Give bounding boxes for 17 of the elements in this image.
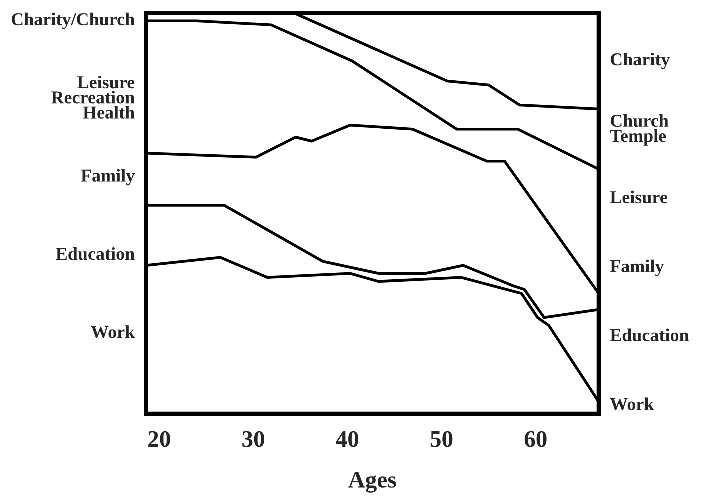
text: Family bbox=[81, 169, 135, 186]
text: Leisure bbox=[610, 190, 668, 204]
text: Church Temple bbox=[610, 114, 669, 146]
text: Charity bbox=[610, 52, 670, 70]
text: Education bbox=[56, 247, 135, 260]
text: Work bbox=[91, 326, 136, 338]
x-tick-label: 40 bbox=[336, 431, 359, 448]
text: Work bbox=[610, 398, 654, 411]
text: Charity/Church bbox=[12, 12, 135, 30]
x-tick-label: 20 bbox=[148, 431, 170, 448]
x-axis-title: Ages bbox=[348, 472, 396, 493]
text: Family bbox=[610, 260, 664, 276]
x-tick-label: 50 bbox=[430, 431, 453, 448]
text: Education bbox=[610, 328, 690, 342]
x-tick-label: 30 bbox=[242, 431, 264, 448]
text: Leisure Recreation Health bbox=[52, 76, 135, 119]
x-tick-label: 60 bbox=[524, 431, 547, 448]
